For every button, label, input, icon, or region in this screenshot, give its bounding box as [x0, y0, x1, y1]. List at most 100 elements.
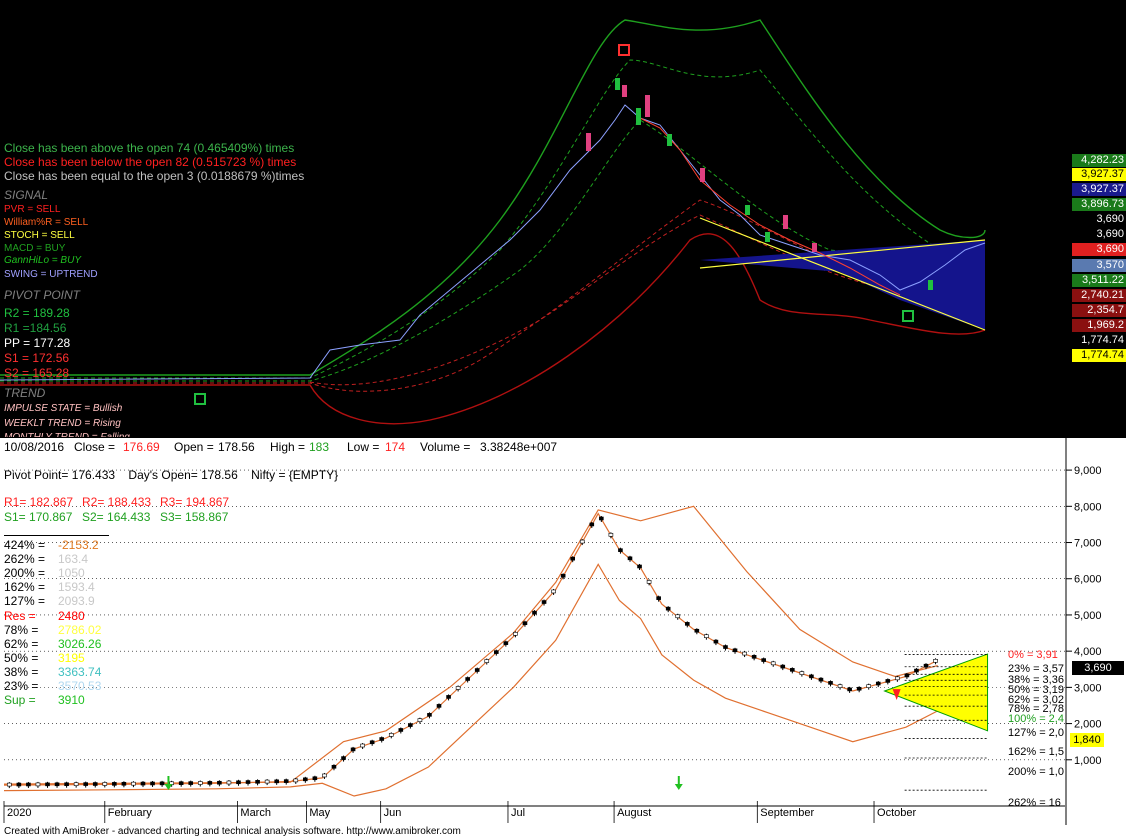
- candle: [812, 243, 817, 252]
- header-date: 10/08/2016: [4, 440, 65, 454]
- fib-right-label: 62% = 3,02: [1008, 694, 1064, 706]
- candle-body: [742, 651, 747, 656]
- signal-header: SIGNAL: [4, 188, 49, 202]
- candle: [636, 108, 641, 125]
- candle-body: [150, 781, 155, 786]
- candle-body: [398, 728, 404, 732]
- lower-band-dashed-2: [309, 214, 986, 386]
- candle-body: [474, 668, 480, 672]
- candle-body: [54, 782, 60, 787]
- price-badge: 2,354.7: [1072, 304, 1126, 317]
- y-tick-label: 6,000: [1074, 574, 1102, 586]
- y-tick-label: 2,000: [1074, 719, 1102, 731]
- candle-body: [303, 777, 308, 782]
- inner-envelope-dashed-2: [0, 119, 986, 382]
- pivot-point-line: Pivot Point= 176.433 Day's Open= 178.56 …: [4, 468, 339, 482]
- price-badge: 1,969.2: [1072, 319, 1126, 332]
- candle-body: [446, 695, 451, 699]
- candle: [700, 168, 705, 182]
- candle-body: [379, 737, 385, 741]
- fib-table-label: Res =: [4, 608, 36, 623]
- candle: [622, 85, 627, 97]
- candle-body: [513, 632, 518, 636]
- fib-fan-fill: [883, 653, 989, 732]
- candle-body: [914, 668, 919, 673]
- footer-credit: Created with AmiBroker - advanced charti…: [0, 825, 1126, 839]
- candle-body: [589, 522, 595, 527]
- fib-table-label: 162% =: [4, 580, 46, 595]
- fib-table-value: 1050: [58, 566, 85, 581]
- header-close-value: 176.69: [123, 440, 160, 454]
- candle-body: [417, 718, 423, 722]
- price-badge: 3,690: [1072, 228, 1126, 241]
- lower-band-line: [0, 233, 986, 425]
- y-tick-label: 1,000: [1074, 755, 1102, 767]
- candle-body: [188, 781, 194, 785]
- candle-body: [274, 779, 279, 784]
- candle-body: [312, 776, 318, 781]
- signal-stoch: STOCH = SELL: [4, 230, 75, 241]
- x-tick-label: September: [760, 807, 814, 819]
- candle-body: [732, 648, 738, 653]
- candle-body: [923, 663, 929, 668]
- price-badge: 3,927.37: [1072, 183, 1126, 196]
- price-badge: 3,570: [1072, 259, 1126, 272]
- candle-body: [503, 641, 509, 645]
- bottom-chart-pane[interactable]: 1,000 2,000 3,000 4,000 5,000 6,000 7,000 8,000…: [0, 438, 1126, 829]
- y-tick-label: 8,000: [1074, 501, 1102, 513]
- header-volume-label: Volume =: [420, 440, 471, 454]
- candle-body: [245, 780, 251, 784]
- candle-body: [264, 779, 270, 784]
- pivot-s2: S2 = 165.28: [4, 366, 70, 380]
- candle: [928, 280, 933, 290]
- candle-body: [809, 674, 814, 679]
- signal-box-left: [194, 393, 206, 405]
- candle-body: [121, 781, 127, 786]
- candle-body: [283, 779, 289, 783]
- candle-body: [293, 778, 299, 783]
- fib-table-value: 3910: [58, 693, 85, 708]
- buy-arrow-icon: [164, 784, 173, 790]
- candle-body: [226, 780, 232, 785]
- price-line: [0, 104, 986, 381]
- candlesticks: [586, 78, 933, 290]
- fib-table-value: 2480: [58, 608, 85, 623]
- fib-right-label: 0% = 3,91: [1008, 649, 1058, 661]
- s3-text: S3= 158.867: [160, 510, 229, 524]
- candle-body: [656, 596, 661, 600]
- candle-body: [341, 756, 346, 760]
- price-badge: 1,774.74: [1072, 349, 1126, 362]
- candle-body: [904, 673, 910, 678]
- header-open-label: Open =: [174, 440, 214, 454]
- fib-table-label: 50% =: [4, 650, 39, 665]
- fib-right-label: 162% = 1,5: [1008, 746, 1064, 758]
- header-high-label: High =: [270, 440, 306, 454]
- candle-body: [197, 781, 203, 785]
- fib-right-label: 127% = 2,0: [1008, 727, 1064, 739]
- top-chart-pane[interactable]: Close has been above the open 74 (0.4654…: [0, 0, 1126, 437]
- signal-box-top: [618, 44, 630, 56]
- fib-table-label: 424% =: [4, 538, 46, 552]
- candle-body: [675, 614, 681, 619]
- envelope-line: [3, 563, 938, 797]
- y-tick-label: 9,000: [1074, 465, 1102, 477]
- candle-body: [933, 658, 938, 663]
- candle-body: [770, 661, 776, 666]
- candle-body: [16, 782, 22, 787]
- fib-table-label: 78% =: [4, 622, 39, 637]
- candle-body: [484, 659, 490, 663]
- s2-text: S2= 164.433: [82, 510, 151, 524]
- fib-table-label: Sup =: [4, 693, 36, 708]
- fib-table-label: 262% =: [4, 552, 46, 567]
- candle-body: [541, 600, 547, 604]
- candle: [745, 205, 750, 215]
- y-tick-label: 3,000: [1074, 682, 1102, 694]
- signal-box-right: [902, 310, 914, 322]
- pivot-r1: R1 =184.56: [4, 321, 67, 335]
- fib-table-value: 3363.74: [58, 664, 102, 679]
- close-above-text: Close has been above the open 74 (0.4654…: [4, 141, 295, 155]
- signal-gannhilo: GannHiLo = BUY: [4, 255, 81, 266]
- candle-body: [178, 781, 184, 785]
- candle-body: [26, 782, 31, 787]
- envelope-line: [3, 512, 938, 786]
